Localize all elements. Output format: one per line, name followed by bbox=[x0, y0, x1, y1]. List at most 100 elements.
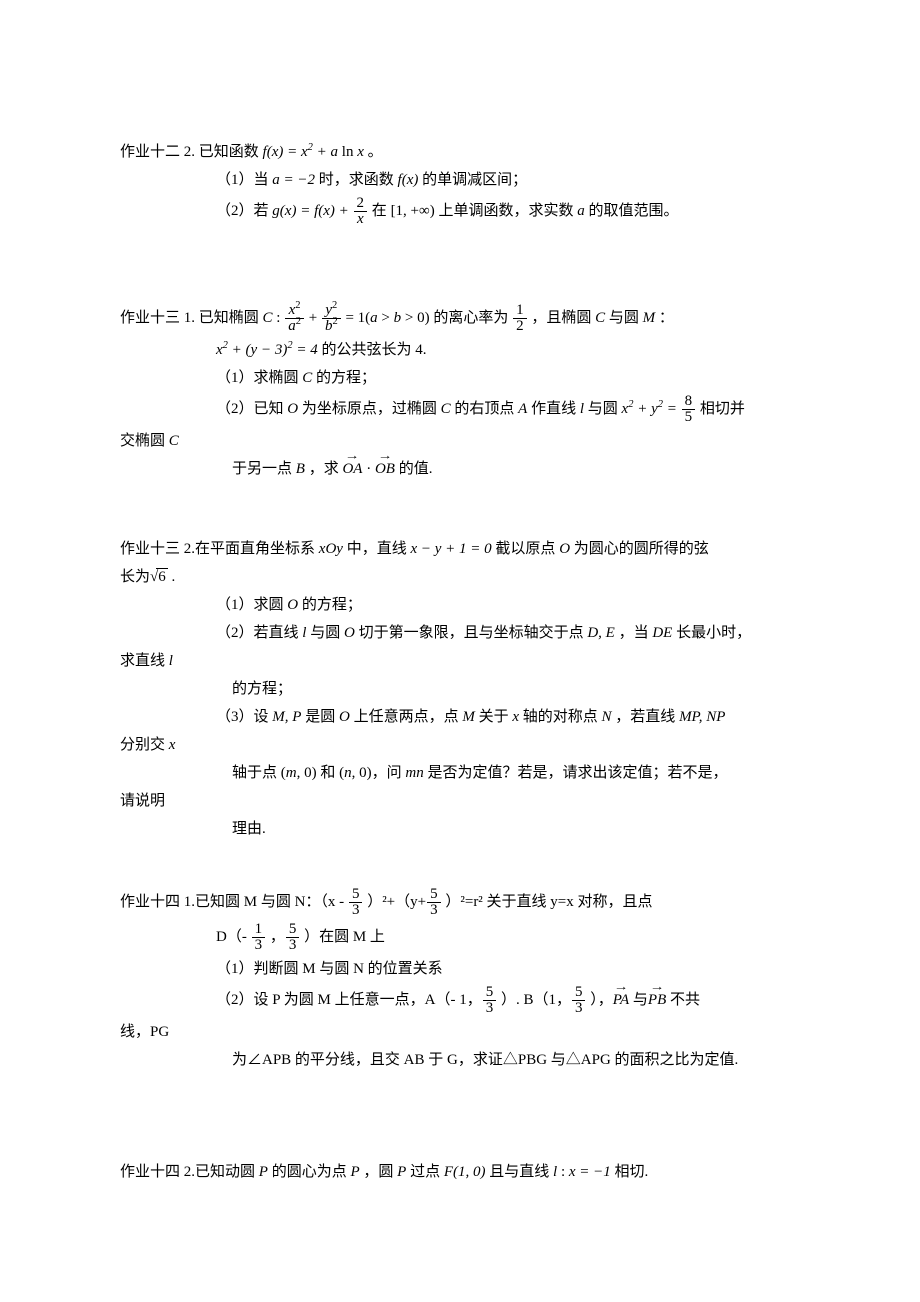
m2: ）²=r² 关于直线 y=x 对称，且点 bbox=[442, 894, 653, 910]
p13-1-cont2: 于另一点 B ，求 OA · OB 的值. bbox=[120, 457, 800, 481]
p14-1-cont1: 线，PG bbox=[120, 1020, 800, 1044]
post: 的单调减区间； bbox=[418, 172, 527, 188]
stem-pre: 已知函数 bbox=[199, 144, 263, 160]
p12-2-part1: （1）当 a = −2 时，求函数 f(x) 的单调减区间； bbox=[120, 168, 800, 192]
sqrt6: √6 bbox=[150, 565, 168, 589]
m4: 与圆 bbox=[584, 401, 622, 417]
label: 作业十四 2. bbox=[120, 1164, 195, 1180]
p13-2-header: 作业十三 2.在平面直角坐标系 xOy 中，直线 x − y + 1 = 0 截… bbox=[120, 537, 800, 561]
p13-2-part2-cont2: 的方程； bbox=[120, 677, 800, 701]
N: N bbox=[602, 709, 612, 725]
mid: 在 bbox=[368, 203, 391, 219]
num: （2） bbox=[216, 625, 254, 641]
p14-1-D: D（- 13 ，53 ）在圆 M 上 bbox=[120, 922, 800, 953]
m3: 关于 bbox=[475, 709, 513, 725]
m1: 的圆心为点 bbox=[268, 1164, 351, 1180]
num: （1） bbox=[216, 961, 254, 977]
m1: ）. B（1， bbox=[497, 992, 571, 1008]
p13-1-header: 作业十三 1. 已知椭圆 C : x2a2 + y2b2 = 1(a > b >… bbox=[120, 303, 800, 334]
M: M bbox=[643, 310, 656, 326]
C: C bbox=[263, 310, 273, 326]
mid: ，求 bbox=[305, 461, 343, 477]
m6: ，问 bbox=[372, 765, 406, 781]
pre: 轴于点 bbox=[232, 765, 281, 781]
vec-PB: PB bbox=[648, 988, 666, 1012]
label: 作业十四 1. bbox=[120, 894, 195, 910]
P3: P bbox=[397, 1164, 406, 1180]
p13-2-part2: （2）若直线 l 与圆 O 切于第一象限，且与坐标轴交于点 D, E ，当 DE… bbox=[120, 621, 800, 645]
mid2: 上单调函数，求实数 bbox=[435, 203, 578, 219]
num: （1） bbox=[216, 370, 254, 386]
frac-8-5: 85 bbox=[682, 394, 696, 425]
num: （1） bbox=[216, 172, 254, 188]
num: （2） bbox=[216, 203, 254, 219]
p13-1-part1: （1）求椭圆 C 的方程； bbox=[120, 366, 800, 390]
frac-x2-a2: x2a2 bbox=[285, 303, 304, 334]
p14-2-header: 作业十四 2.已知动圆 P 的圆心为点 P ，圆 P 过点 F(1, 0) 且与… bbox=[120, 1160, 800, 1184]
func-def: f(x) = x2 + a ln x bbox=[263, 144, 364, 160]
gdef: g(x) = f(x) + bbox=[272, 203, 352, 219]
m3: 作直线 bbox=[527, 401, 580, 417]
cond: a = −2 bbox=[272, 172, 315, 188]
l: l bbox=[169, 653, 173, 669]
num: （3） bbox=[216, 709, 254, 725]
fa: 53 bbox=[483, 985, 497, 1016]
t: 理由. bbox=[232, 821, 266, 837]
stem-suf: 。 bbox=[368, 144, 383, 160]
page: 作业十二 2. 已知函数 f(x) = x2 + a ln x 。 （1）当 a… bbox=[0, 0, 920, 1302]
circle2: x2 + y2 = bbox=[622, 401, 681, 417]
m4: 长最小时， bbox=[672, 625, 751, 641]
frac-1-2: 12 bbox=[513, 303, 527, 334]
MP: M, P bbox=[272, 709, 301, 725]
vec-PA: PA bbox=[613, 988, 629, 1012]
p13-2-part3-cont2: 轴于点 (m, 0) 和 (n, 0)，问 mn 是否为定值？若是，请求出该定值… bbox=[120, 761, 800, 785]
m2: 截以原点 bbox=[492, 541, 560, 557]
chord: 的公共弦长为 4. bbox=[318, 342, 427, 358]
dot: · bbox=[362, 461, 375, 477]
and: 与 bbox=[629, 992, 648, 1008]
m5: 相切并 bbox=[696, 401, 745, 417]
p13-2-part3: （3）设 M, P 是圆 O 上任意两点，点 M 关于 x 轴的对称点 N ，若… bbox=[120, 705, 800, 729]
circle-eq: x2 + (y − 3)2 = 4 bbox=[216, 342, 318, 358]
pre: 设 bbox=[254, 709, 273, 725]
C: C bbox=[302, 370, 312, 386]
B: B bbox=[296, 461, 305, 477]
m1: 为坐标原点，过椭圆 bbox=[298, 401, 441, 417]
problem-14-2: 作业十四 2.已知动圆 P 的圆心为点 P ，圆 P 过点 F(1, 0) 且与… bbox=[120, 1160, 800, 1184]
frac-2-x: 2x bbox=[354, 196, 368, 227]
P: P bbox=[259, 1164, 268, 1180]
m5: ，若直线 bbox=[612, 709, 680, 725]
p13-2-part1: （1）求圆 O 的方程； bbox=[120, 593, 800, 617]
MPNP: MP, NP bbox=[679, 709, 725, 725]
mid: 时，求函数 bbox=[315, 172, 398, 188]
problem-13-2: 作业十三 2.在平面直角坐标系 xOy 中，直线 x − y + 1 = 0 截… bbox=[120, 537, 800, 841]
p13-2-part3-cont1: 分别交 x bbox=[120, 733, 800, 757]
pre: 已知 bbox=[254, 401, 288, 417]
M: M bbox=[462, 709, 475, 725]
C: C bbox=[441, 401, 451, 417]
O: O bbox=[287, 401, 298, 417]
m3: 过点 bbox=[406, 1164, 444, 1180]
m2: 上任意两点，点 bbox=[350, 709, 463, 725]
p12-2-part2: （2）若 g(x) = f(x) + 2x 在 [1, +∞) 上单调函数，求实… bbox=[120, 196, 800, 227]
pre: 设 P 为圆 M 上任意一点，A（- 1， bbox=[254, 992, 482, 1008]
t: 判断圆 M 与圆 N 的位置关系 bbox=[254, 961, 443, 977]
m3: 不共 bbox=[666, 992, 700, 1008]
p13-2-line2: 长为√6 . bbox=[120, 565, 800, 589]
DE: D, E bbox=[587, 625, 615, 641]
p13-1-cont1: 交椭圆 C bbox=[120, 429, 800, 453]
num: （2） bbox=[216, 992, 254, 1008]
p14-1-part1: （1）判断圆 M 与圆 N 的位置关系 bbox=[120, 957, 800, 981]
fb: 53 bbox=[572, 985, 586, 1016]
pre: 长为 bbox=[120, 569, 150, 585]
post: 的方程； bbox=[298, 597, 362, 613]
m0: (m, 0) bbox=[281, 765, 317, 781]
t: 线，PG bbox=[120, 1024, 169, 1040]
m1: 中，直线 bbox=[343, 541, 411, 557]
f2: 53 bbox=[427, 887, 441, 918]
pre: 求圆 bbox=[254, 597, 288, 613]
line: x − y + 1 = 0 bbox=[410, 541, 491, 557]
x: x bbox=[512, 709, 519, 725]
fn: f(x) bbox=[398, 172, 419, 188]
m3: ，当 bbox=[615, 625, 653, 641]
